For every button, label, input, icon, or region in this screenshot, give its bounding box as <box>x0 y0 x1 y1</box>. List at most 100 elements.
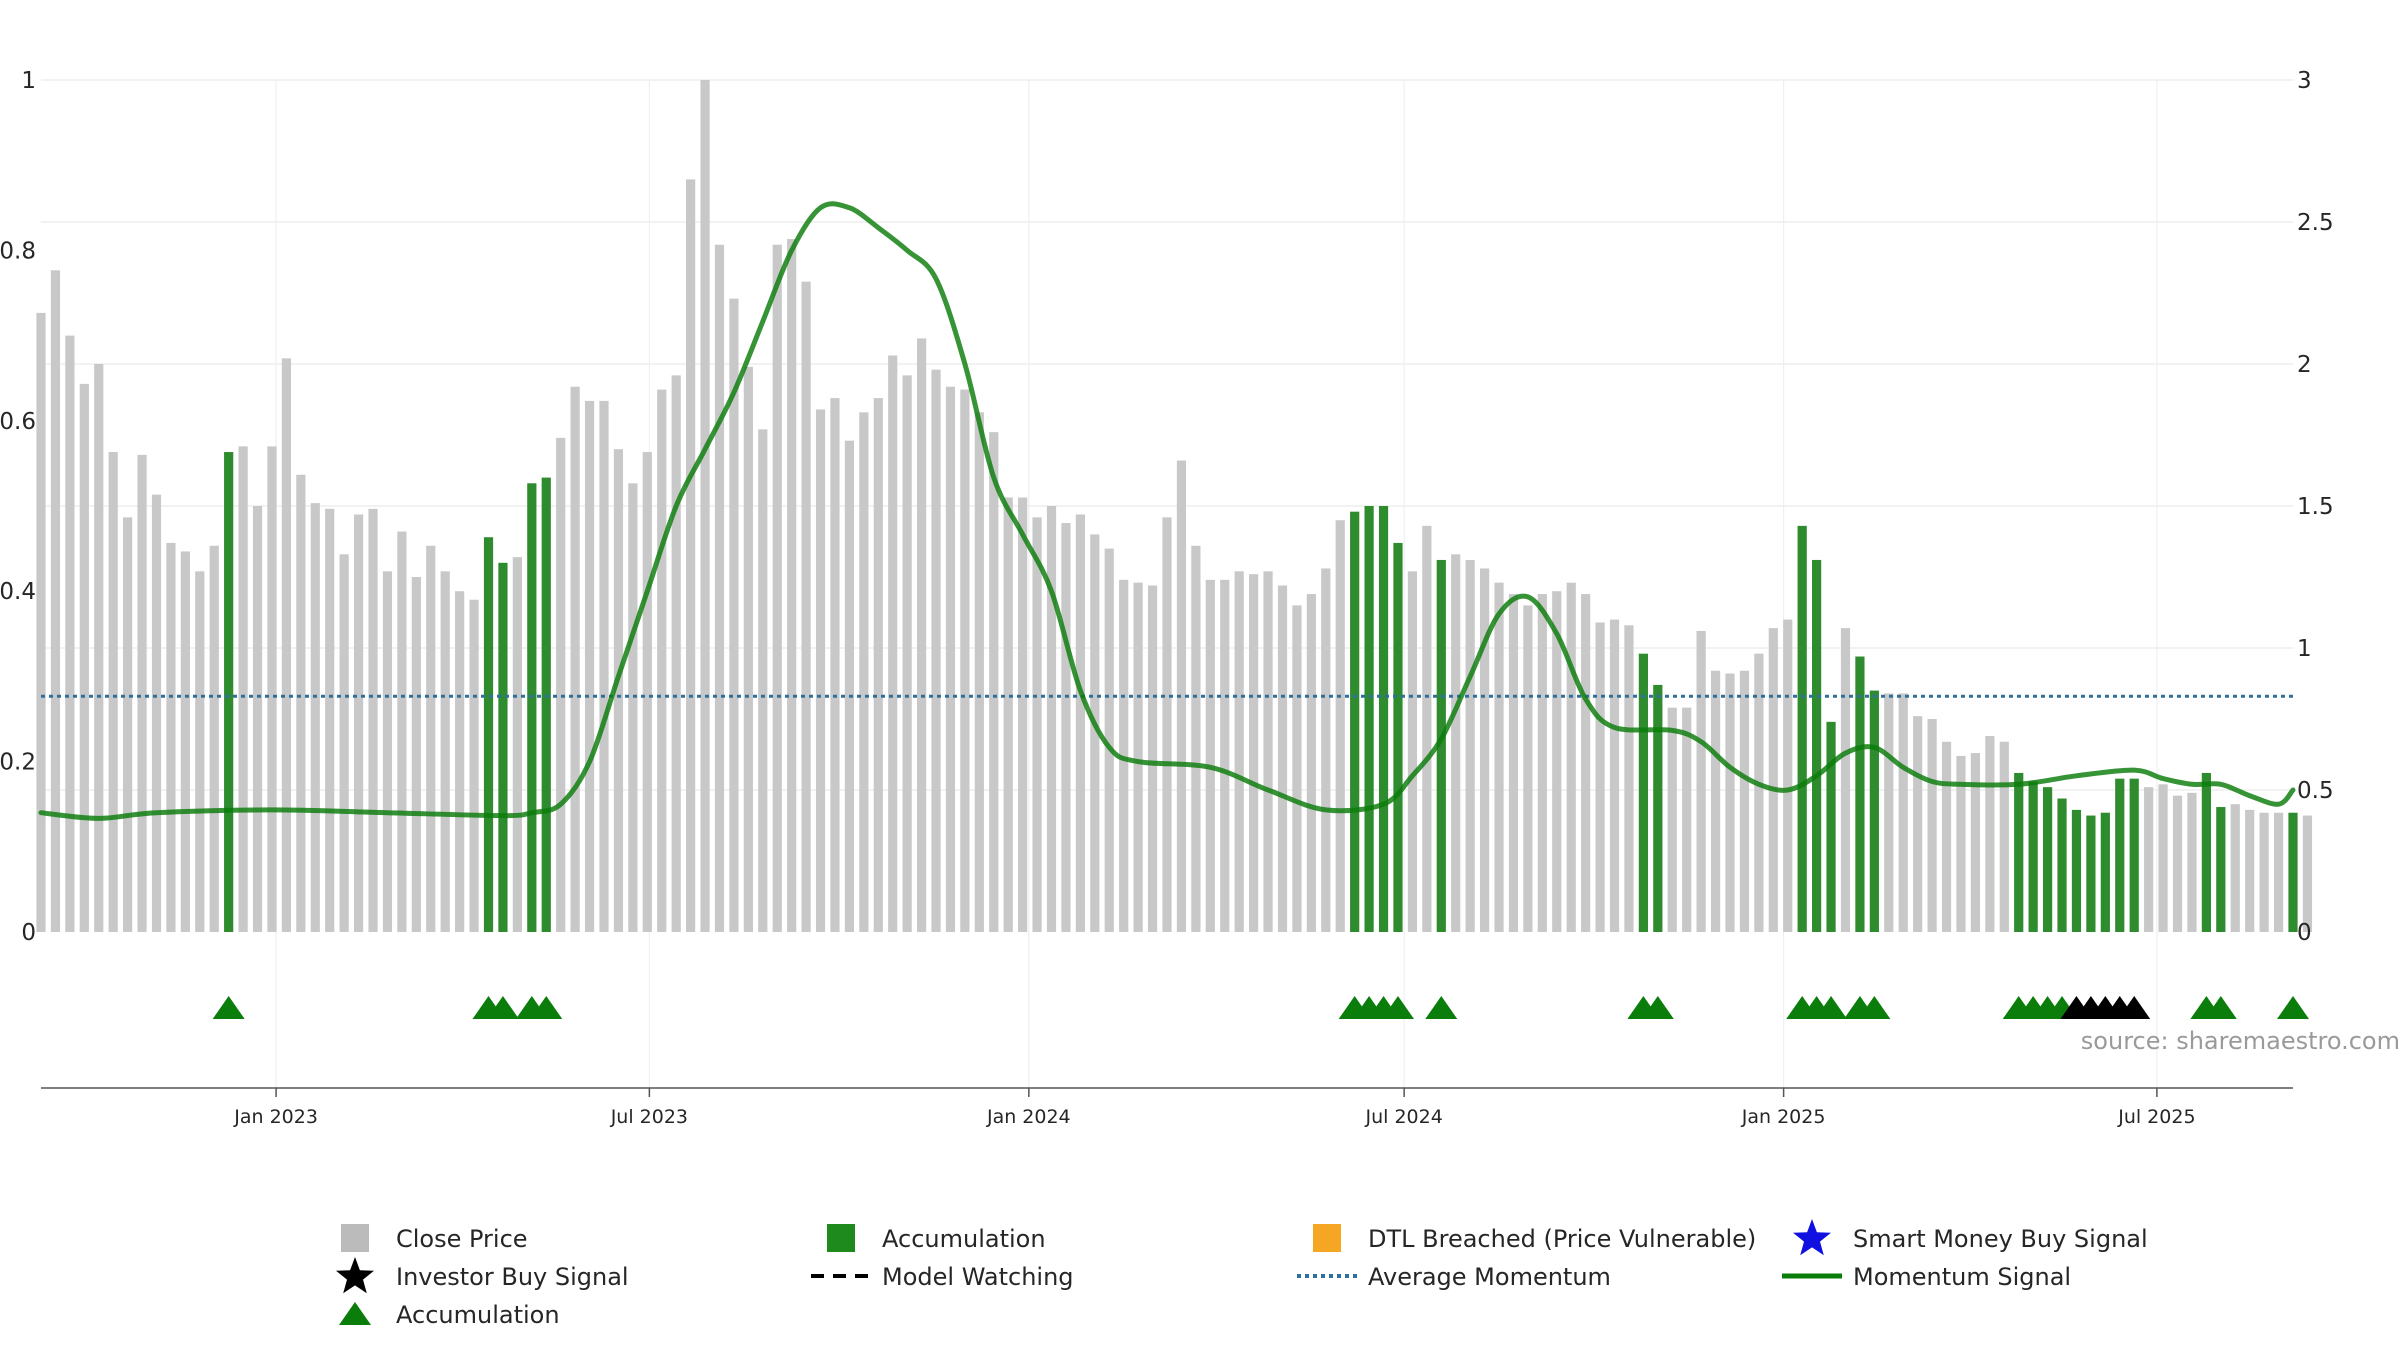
legend-dtl-breached-price-vulnerable-swatch <box>1313 1224 1341 1252</box>
accumulation-bar <box>2028 781 2038 932</box>
accumulation-bar <box>1812 559 1822 932</box>
accumulation-bar <box>2057 798 2067 932</box>
close-price-bar <box>1494 582 1504 932</box>
close-price-bar <box>1682 707 1692 932</box>
close-price-bar <box>1191 545 1201 932</box>
close-price-bar <box>1768 628 1778 932</box>
accumulation-bar <box>1869 690 1879 932</box>
close-price-bar <box>1783 619 1793 932</box>
accumulation-bar <box>2014 772 2024 932</box>
x-axis-tick-label: Jan 2025 <box>1741 1106 1826 1128</box>
close-price-bar <box>1465 559 1475 932</box>
accumulation-bar <box>483 537 494 932</box>
accumulation-bar <box>1826 721 1836 932</box>
close-price-bar <box>815 409 826 932</box>
close-price-bar <box>1479 568 1490 932</box>
close-price-bar <box>960 389 970 932</box>
accumulation-bar <box>2042 787 2053 932</box>
close-price-bar <box>1537 594 1547 932</box>
close-price-bar <box>108 452 118 932</box>
accumulation-bar <box>2216 807 2226 932</box>
legend: Close Price Accumulation DTL Breached (Pri… <box>336 1219 2148 1329</box>
close-price-bar <box>310 503 320 932</box>
legend-accumulation-label: Accumulation <box>882 1225 1046 1253</box>
legend-smart-money-buy-signal-star-icon <box>1793 1219 1831 1256</box>
close-price-bar <box>1046 506 1057 932</box>
source-label: source: sharemaestro.com <box>2081 1027 2400 1055</box>
close-price-bar <box>2230 804 2240 932</box>
close-price-bar <box>281 358 292 932</box>
close-price-bar <box>151 494 162 932</box>
accumulation-bar <box>1653 684 1663 932</box>
left-axis-tick-label: 0.8 <box>0 238 36 264</box>
close-price-bar <box>209 545 219 932</box>
x-axis-tick-label: Jan 2023 <box>233 1106 318 1128</box>
close-price-bar <box>2259 812 2269 932</box>
close-price-bar <box>238 446 248 932</box>
close-price-bar <box>252 506 263 932</box>
close-price-bar <box>1913 716 1923 932</box>
accumulation-bar <box>541 477 551 932</box>
legend-investor-buy-signal-label: Investor Buy Signal <box>396 1263 629 1291</box>
legend-close-price-label: Close Price <box>396 1225 528 1253</box>
close-price-bar <box>1667 707 1677 932</box>
close-price-bar <box>1739 670 1750 932</box>
legend-accumulation-label: Accumulation <box>396 1301 560 1329</box>
accumulation-bar <box>1393 542 1403 932</box>
close-price-bar <box>671 375 681 932</box>
accumulation-bar <box>2201 772 2211 932</box>
close-price-bar <box>180 551 190 932</box>
close-price-bar <box>1104 548 1114 932</box>
right-axis-tick-label: 2 <box>2297 352 2312 378</box>
close-price-bar <box>36 312 46 932</box>
close-price-bar <box>1422 525 1432 932</box>
right-axis-tick-label: 0 <box>2297 920 2312 946</box>
close-price-bars <box>36 80 2313 933</box>
close-price-bar <box>1884 693 1894 932</box>
investor-buy-marker <box>2118 996 2151 1019</box>
accumulation-bar <box>1364 506 1374 932</box>
right-axis-tick-label: 1 <box>2297 636 2312 662</box>
close-price-bar <box>801 281 811 932</box>
close-price-bar <box>79 383 89 932</box>
legend-momentum-signal-label: Momentum Signal <box>1853 1263 2071 1291</box>
accumulation-bar <box>2071 809 2082 932</box>
close-price-bar <box>1003 497 1013 932</box>
close-price-bar <box>556 437 566 932</box>
close-price-bar <box>1609 619 1620 932</box>
right-axis-tick-label: 3 <box>2297 68 2312 94</box>
accumulation-marker <box>212 996 245 1019</box>
close-price-bar <box>1898 693 1908 932</box>
close-price-bar <box>729 298 739 932</box>
close-price-bar <box>1985 736 1995 932</box>
close-price-bar <box>758 429 768 932</box>
legend-close-price-swatch <box>341 1224 369 1252</box>
close-price-bar <box>1032 517 1042 932</box>
accumulation-bar <box>1855 656 1865 932</box>
close-price-bar <box>1176 460 1187 932</box>
close-price-bar <box>1234 571 1244 932</box>
tick-labels: 0 0.5 1 1.5 2 2.5 3 0 0.2 0.4 0.6 0.8 1 Jan 2023 Jul 2… <box>0 68 2334 1128</box>
close-price-bar <box>94 364 104 932</box>
close-price-bar <box>1292 605 1302 932</box>
close-price-bar <box>844 440 855 932</box>
legend-smart-money-buy-signal-label: Smart Money Buy Signal <box>1853 1225 2148 1253</box>
accumulation-bar <box>2086 815 2096 932</box>
close-price-bar <box>1840 628 1851 932</box>
left-axis-tick-label: 0.2 <box>0 750 36 776</box>
accumulation-bar <box>2129 778 2139 932</box>
close-price-bar <box>1205 579 1215 932</box>
left-axis-tick-label: 0.6 <box>0 409 36 435</box>
close-price-bar <box>916 338 927 932</box>
accumulation-bar <box>527 483 537 932</box>
right-axis-tick-label: 0.5 <box>2297 778 2334 804</box>
close-price-bar <box>65 335 75 933</box>
close-price-bar <box>1321 568 1331 932</box>
close-price-bar <box>353 514 364 932</box>
close-price-bar <box>1754 653 1764 932</box>
close-price-bar <box>599 400 609 932</box>
close-price-bar <box>1508 594 1519 932</box>
close-price-bar <box>628 483 638 932</box>
